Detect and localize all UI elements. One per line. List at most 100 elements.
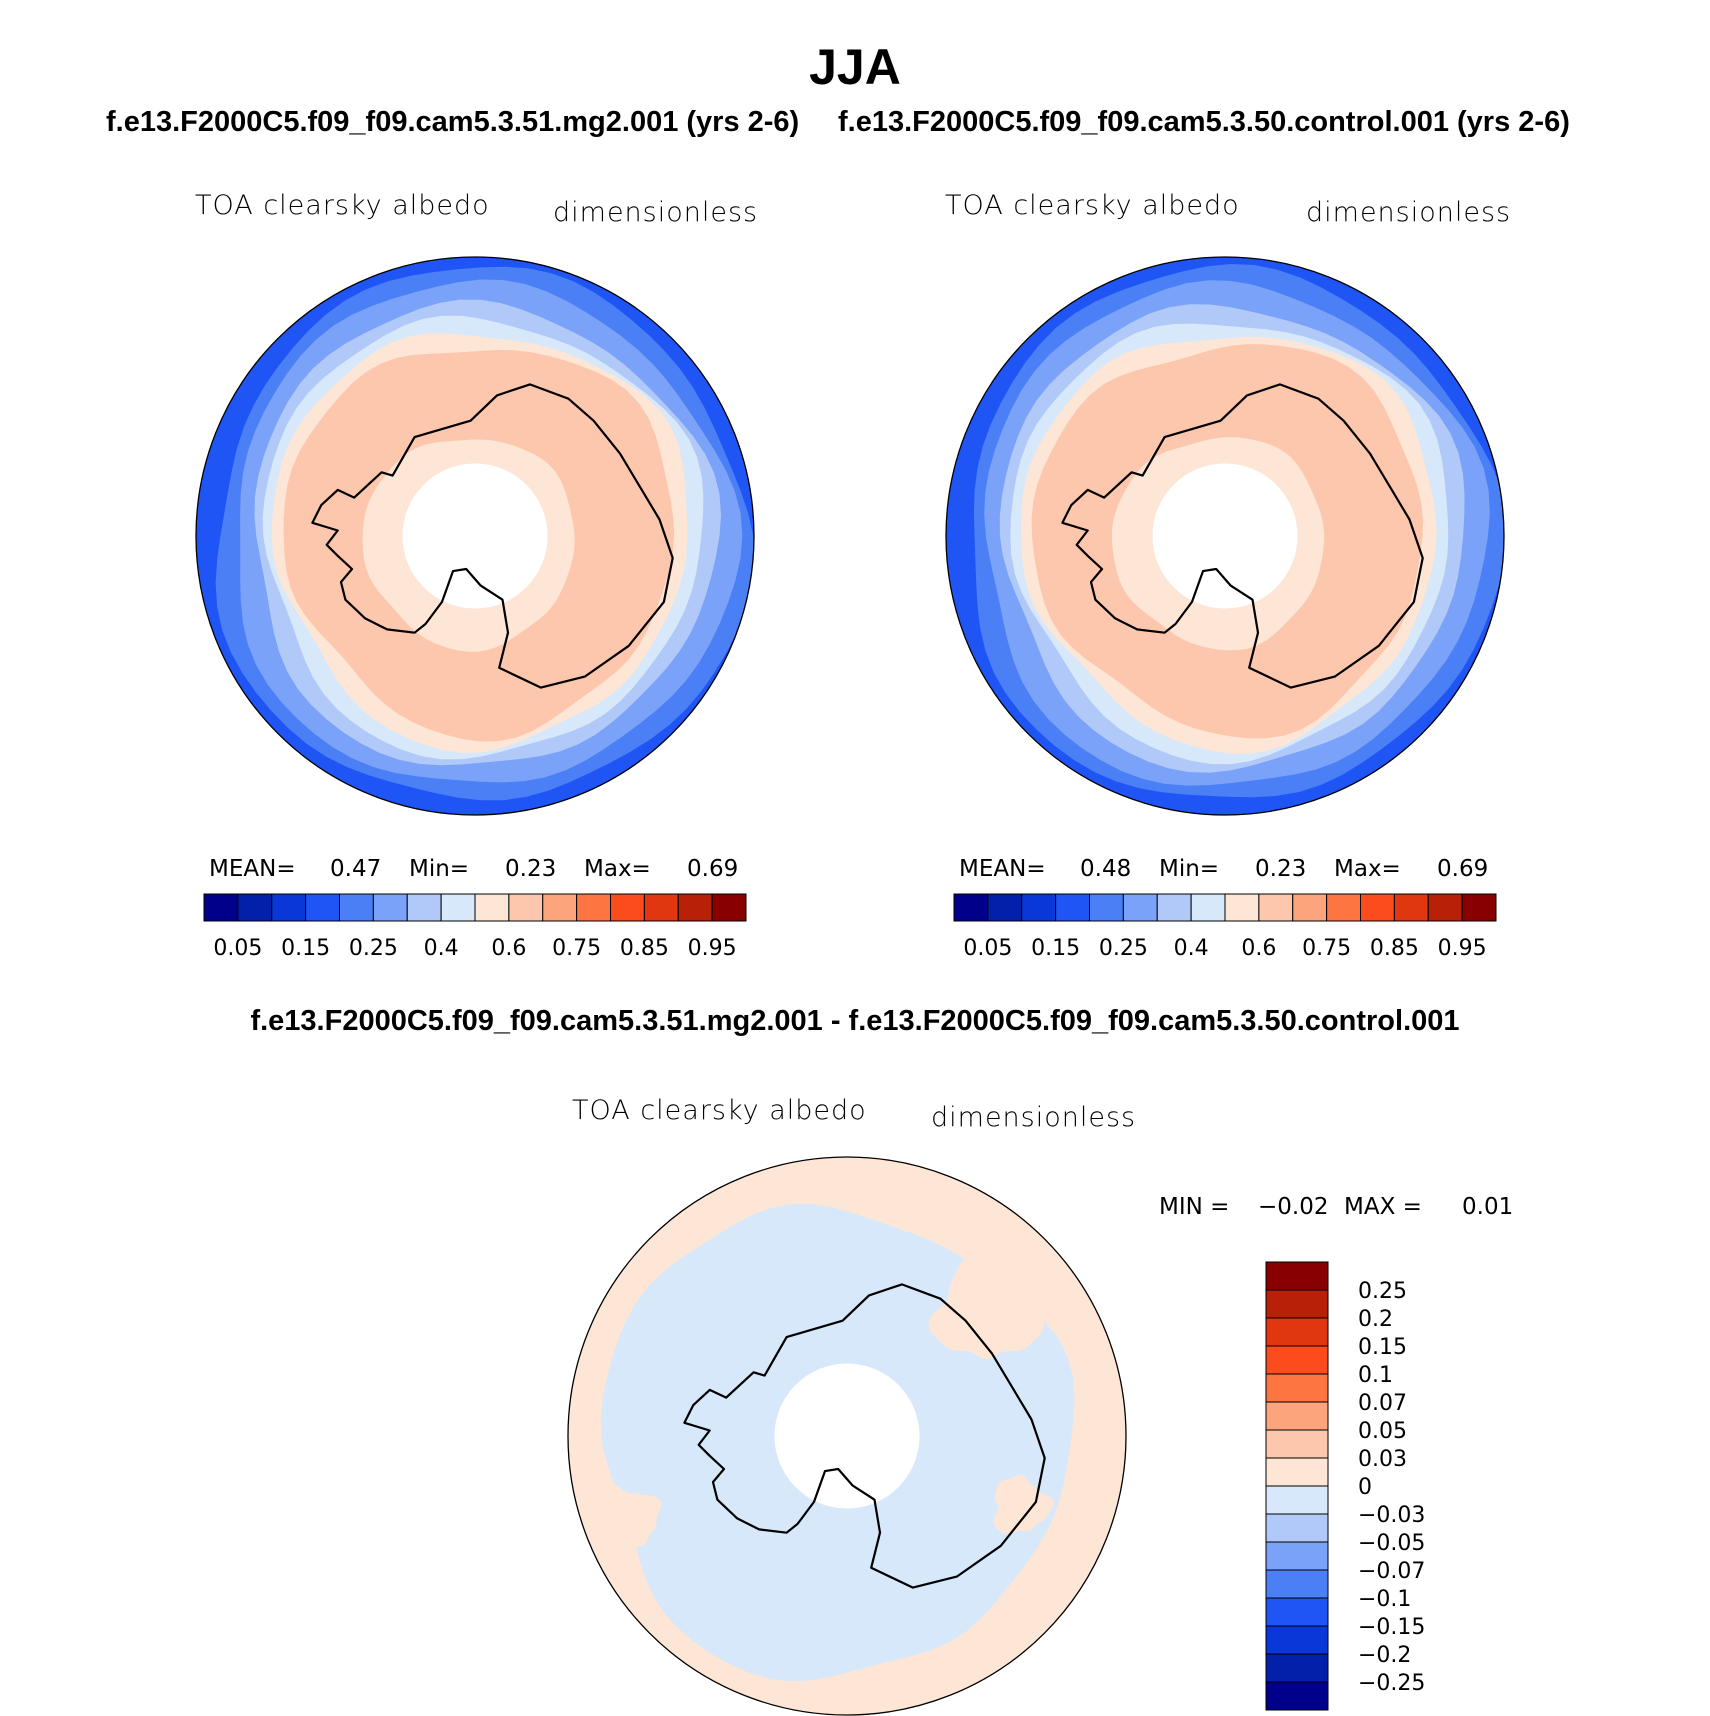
colorbar-box [1265, 1541, 1329, 1571]
panel2-min-value: 0.23 [1255, 856, 1307, 882]
antarctica-coastline [1061, 383, 1424, 689]
colorbar-box [440, 893, 476, 922]
colorbar-box [1265, 1625, 1329, 1655]
polar-no-data [774, 1363, 920, 1509]
colorbar-box [1055, 893, 1090, 922]
panel2-mean-value: 0.48 [1080, 856, 1132, 882]
colorbar-box [677, 893, 713, 922]
panel2-min-label: Min= [1159, 856, 1220, 882]
colorbar-box [1190, 893, 1226, 922]
colorbar-box [610, 893, 645, 922]
colorbar-box [542, 893, 578, 922]
colorbar-box [711, 893, 747, 922]
colorbar-tick-label: 0.25 [1358, 1279, 1407, 1304]
colorbar-tick-label: 0.85 [1370, 936, 1419, 961]
polar-no-data [402, 463, 548, 609]
colorbar-box [1393, 893, 1429, 922]
colorbar-tick-label: 0.95 [688, 936, 737, 961]
colorbar-tick-label: 0.05 [963, 936, 1012, 961]
panel1-max-label: Max= [584, 856, 651, 882]
panel2-mean-label: MEAN= [959, 856, 1046, 882]
colorbar-box [987, 893, 1023, 922]
panel3-variable-label: TOA clearsky albedo [572, 1095, 867, 1126]
panel1-units-label: dimensionless [553, 197, 759, 228]
colorbar-box [305, 893, 340, 922]
colorbar-box [1265, 1513, 1329, 1543]
colorbar-box [508, 893, 544, 922]
map-fill-layers [568, 1157, 1126, 1715]
colorbar-tick-label: −0.05 [1358, 1531, 1425, 1556]
colorbar-tick-label: −0.1 [1358, 1587, 1411, 1612]
colorbar-box [1089, 893, 1124, 922]
polar-no-data [1152, 463, 1298, 609]
colorbar-box [203, 893, 239, 922]
colorbar-box [953, 893, 989, 922]
colorbar-tick-label: 0.6 [491, 936, 526, 961]
colorbar-tick-label: 0.95 [1438, 936, 1487, 961]
panel1-mean-value: 0.47 [330, 856, 382, 882]
colorbar-tick-label: 0.75 [552, 936, 601, 961]
panel1-mean-label: MEAN= [209, 856, 296, 882]
colorbar-box [1265, 1429, 1329, 1459]
case1-title: f.e13.F2000C5.f09_f09.cam5.3.51.mg2.001 … [106, 106, 800, 138]
colorbar-tick-label: 0.25 [349, 936, 398, 961]
colorbar-box [1265, 1569, 1329, 1599]
panel1-min-label: Min= [409, 856, 470, 882]
colorbar-box [1265, 1681, 1329, 1711]
colorbar-tick-label: 0.75 [1302, 936, 1351, 961]
colorbar-panel1: 0.05 0.15 0.25 0.4 0.6 0.75 0.85 0.95 [203, 893, 747, 961]
colorbar-tick-label: 0.4 [424, 936, 459, 961]
colorbar-box [1156, 893, 1192, 922]
colorbar-box [474, 893, 510, 922]
map-fill-layers [946, 257, 1504, 815]
positive-diff-patch [872, 1171, 930, 1233]
antarctica-coastline [683, 1283, 1046, 1589]
colorbar-box [1292, 893, 1328, 922]
colorbar-box [339, 893, 374, 922]
antarctica-coastline [311, 383, 674, 689]
colorbar-box [1265, 1485, 1329, 1515]
colorbar-tick-label: 0.4 [1174, 936, 1209, 961]
colorbar-box [1265, 1597, 1329, 1627]
colorbar-tick-label: 0 [1358, 1475, 1372, 1500]
map-boundary [195, 256, 755, 816]
panel3-min-value: −0.02 [1258, 1194, 1329, 1220]
colorbar-box [576, 893, 611, 922]
colorbar-tick-label: 0.15 [1358, 1335, 1407, 1360]
colorbar-tick-label: 0.6 [1241, 936, 1276, 961]
colorbar-tick-label: −0.25 [1358, 1671, 1425, 1696]
colorbar-box [1265, 1317, 1329, 1347]
colorbar-tick-label: −0.03 [1358, 1503, 1425, 1528]
albedo-map-2 [945, 256, 1505, 816]
panel2-variable-label: TOA clearsky albedo [945, 190, 1240, 221]
diff-title: f.e13.F2000C5.f09_f09.cam5.3.51.mg2.001 … [250, 1005, 1460, 1037]
colorbar-box [1265, 1457, 1329, 1487]
panel1-max-value: 0.69 [687, 856, 739, 882]
panel3-units-label: dimensionless [931, 1102, 1137, 1133]
difference-map [567, 1156, 1127, 1716]
colorbar-difference: 0.25 0.2 0.15 0.1 0.07 0.05 0.03 0 −0.03 −0.05 −0.… [1265, 1261, 1425, 1711]
colorbar-box [406, 893, 442, 922]
case2-title: f.e13.F2000C5.f09_f09.cam5.3.50.control.… [838, 106, 1570, 138]
colorbar-box [1265, 1653, 1329, 1683]
positive-diff-patch [589, 1484, 661, 1559]
colorbar-box [237, 893, 273, 922]
colorbar-tick-label: 0.15 [281, 936, 330, 961]
albedo-map-1 [195, 256, 755, 816]
colorbar-tick-label: 0.2 [1358, 1307, 1393, 1332]
panel1-min-value: 0.23 [505, 856, 557, 882]
colorbar-box [1122, 893, 1158, 922]
panel2-units-label: dimensionless [1306, 197, 1512, 228]
colorbar-box [1258, 893, 1294, 922]
positive-diff-patch [928, 1256, 1045, 1360]
colorbar-tick-label: 0.25 [1099, 936, 1148, 961]
colorbar-box [1265, 1401, 1329, 1431]
colorbar-box [372, 893, 408, 922]
colorbar-tick-label: 0.05 [213, 936, 262, 961]
colorbar-tick-label: −0.2 [1358, 1643, 1411, 1668]
positive-diff-patch [993, 1474, 1054, 1535]
panel3-max-value: 0.01 [1462, 1194, 1514, 1220]
colorbar-tick-label: 0.05 [1358, 1419, 1407, 1444]
colorbar-box [643, 893, 679, 922]
